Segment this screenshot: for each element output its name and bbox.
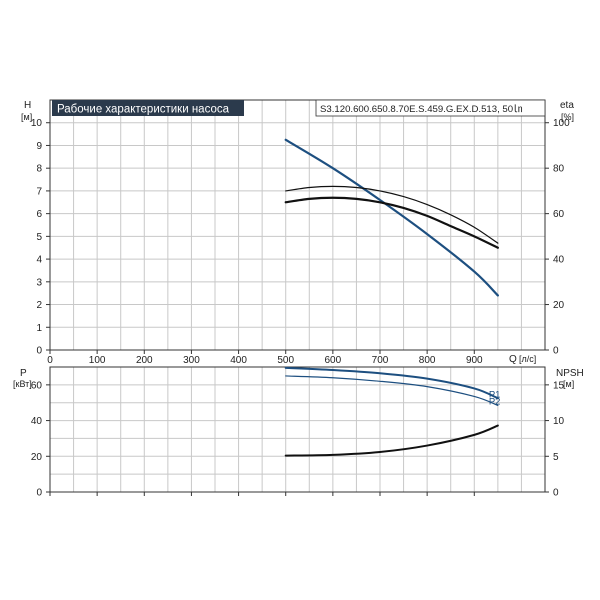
h-axis-label: H [24, 100, 31, 111]
left-axis-tick-label: 20 [31, 452, 43, 463]
left-axis-tick-label: 60 [31, 380, 43, 391]
model-label: S3.120.600.650.8.70E.S.459.G.EX.D.513, 5… [320, 104, 523, 115]
model-label-box [315, 99, 546, 117]
left-axis-tick-label: 9 [36, 141, 42, 152]
series-line-p1 [284, 366, 499, 400]
right-axis-tick-label: 20 [553, 300, 565, 311]
h-axis-unit: [м] [21, 112, 32, 122]
plot-frame [49, 366, 546, 493]
series-label-p2: P2 [489, 396, 501, 407]
right-axis-tick-label: 5 [553, 452, 559, 463]
series-line-head [284, 138, 499, 297]
x-axis-tick-label: 900 [466, 355, 483, 366]
q-axis-unit: [л/с] [519, 354, 536, 364]
q-axis-label: Q [509, 354, 517, 365]
left-axis-tick-label: 10 [31, 118, 43, 129]
series-line-eta_lower [284, 196, 499, 249]
left-axis-tick-label: 3 [36, 277, 42, 288]
npsh-axis-label: NPSH [556, 368, 584, 379]
x-axis-tick-label: 500 [277, 355, 294, 366]
right-axis-tick-label: 10 [553, 416, 565, 427]
left-axis-tick-label: 2 [36, 300, 42, 311]
chart-title-background [52, 100, 244, 116]
left-axis-tick-label: 8 [36, 164, 42, 175]
x-axis-tick-label: 300 [183, 355, 200, 366]
series-line-npsh [284, 424, 499, 457]
left-axis-tick-label: 7 [36, 186, 42, 197]
eta-axis-unit: [%] [561, 112, 574, 122]
p-axis-label: P [20, 368, 27, 379]
right-axis-tick-label: 100 [553, 118, 570, 129]
x-axis-tick-label: 600 [325, 355, 342, 366]
right-axis-tick-label: 40 [553, 255, 565, 266]
chart-title: Рабочие характеристики насоса [57, 104, 230, 116]
right-axis-tick-label: 0 [553, 488, 559, 499]
right-axis-tick-label: 60 [553, 209, 565, 220]
series-line-eta_upper [285, 185, 499, 244]
left-axis-tick-label: 0 [36, 346, 42, 357]
left-axis-tick-label: 5 [36, 232, 42, 243]
left-axis-tick-label: 4 [36, 255, 42, 266]
x-axis-tick-label: 0 [47, 355, 53, 366]
x-axis-tick-label: 400 [230, 355, 247, 366]
x-axis-tick-label: 700 [372, 355, 389, 366]
npsh-axis-unit: [м] [563, 379, 574, 389]
eta-axis-label: eta [560, 100, 574, 111]
series-line-p2 [285, 375, 499, 406]
left-axis-tick-label: 40 [31, 416, 43, 427]
plot-frame [49, 99, 546, 351]
left-axis-tick-label: 1 [36, 323, 42, 334]
x-axis-tick-label: 200 [136, 355, 153, 366]
x-axis-tick-label: 800 [419, 355, 436, 366]
left-axis-tick-label: 0 [36, 488, 42, 499]
series-label-p1: P1 [489, 389, 501, 400]
left-axis-tick-label: 6 [36, 209, 42, 220]
x-axis-tick-label: 100 [89, 355, 106, 366]
right-axis-tick-label: 15 [553, 380, 565, 391]
right-axis-tick-label: 0 [553, 346, 559, 357]
right-axis-tick-label: 80 [553, 164, 565, 175]
p-axis-unit: [кВт] [13, 379, 32, 389]
